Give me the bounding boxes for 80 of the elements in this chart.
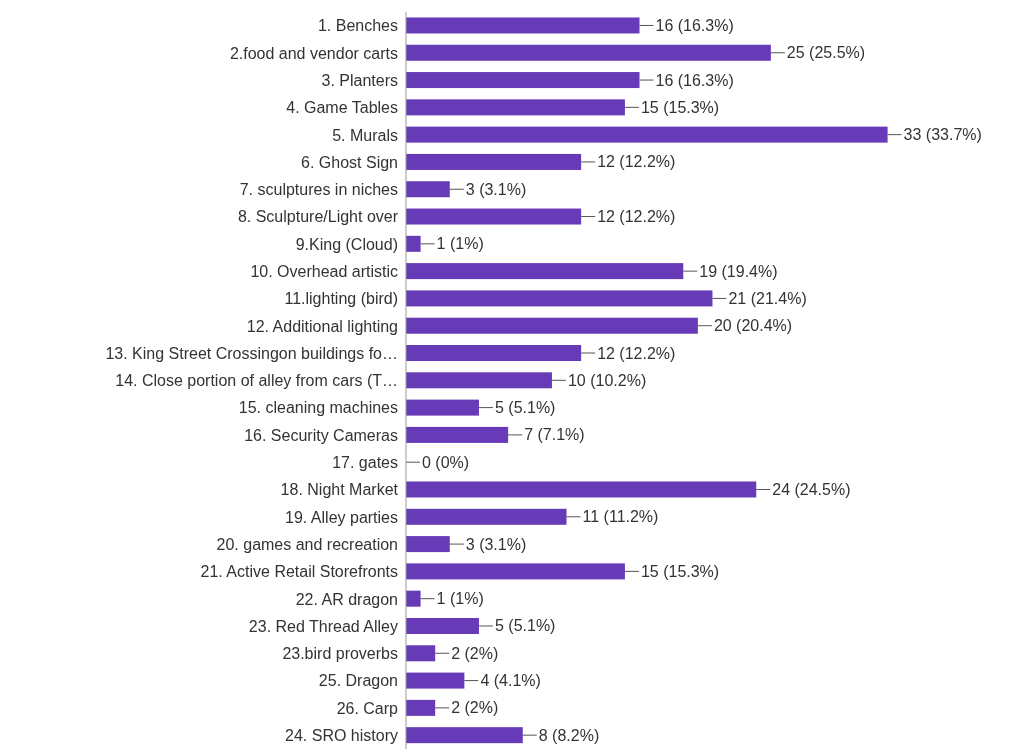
y-tick-label: 2.food and vendor carts	[229, 44, 398, 62]
bar	[406, 17, 640, 34]
y-tick-label: 18. Night Market	[280, 481, 399, 499]
bar	[406, 263, 684, 280]
y-tick-label: 3. Planters	[321, 71, 398, 89]
y-tick-label: 22. AR dragon	[295, 590, 398, 608]
bar	[406, 235, 421, 252]
bar	[406, 481, 757, 498]
bar	[406, 290, 713, 307]
y-tick-label: 16. Security Cameras	[244, 426, 398, 444]
bar	[406, 727, 523, 744]
y-tick-label: 26. Carp	[336, 699, 399, 717]
y-tick-label: 7. sculptures in niches	[239, 181, 398, 199]
bar	[406, 181, 450, 198]
y-tick-label: 9.King (Cloud)	[295, 235, 398, 253]
data-label: 12 (12.2%)	[597, 344, 676, 362]
y-tick-label: 23. Red Thread Alley	[248, 617, 398, 635]
data-label: 16 (16.3%)	[655, 16, 734, 34]
bar	[406, 208, 582, 225]
bar	[406, 426, 509, 443]
data-label: 5 (5.1%)	[494, 399, 556, 417]
data-label: 12 (12.2%)	[597, 153, 676, 171]
y-tick-label: 8. Sculpture/Light over	[237, 208, 399, 226]
bar	[406, 672, 465, 689]
bar	[406, 645, 436, 662]
data-label: 16 (16.3%)	[655, 71, 734, 89]
y-tick-label: 10. Overhead artistic	[250, 262, 398, 280]
y-tick-label: 13. King Street Crossingon buildings fo…	[105, 344, 398, 362]
data-label: 19 (19.4%)	[699, 262, 778, 280]
data-label: 0 (0%)	[422, 453, 470, 471]
bar	[406, 345, 582, 362]
data-label: 15 (15.3%)	[640, 98, 720, 116]
data-label: 12 (12.2%)	[597, 208, 676, 226]
bar	[406, 153, 582, 170]
y-tick-label: 21. Active Retail Storefronts	[200, 563, 398, 581]
bar	[406, 44, 771, 61]
data-label: 15 (15.3%)	[640, 562, 720, 580]
y-tick-label: 19. Alley parties	[285, 508, 398, 526]
bar	[406, 126, 888, 143]
y-tick-label: 23.bird proverbs	[282, 645, 398, 663]
data-label: 2 (2%)	[451, 699, 499, 717]
data-label: 21 (21.4%)	[728, 289, 807, 307]
bar	[406, 590, 421, 607]
y-tick-label: 25. Dragon	[318, 672, 398, 690]
y-tick-label: 14. Close portion of alley from cars (T…	[115, 372, 398, 390]
bar	[406, 536, 450, 553]
data-label: 24 (24.5%)	[772, 481, 851, 498]
y-tick-label: 15. cleaning machines	[238, 399, 398, 417]
data-label: 3 (3.1%)	[465, 535, 527, 553]
bar	[406, 399, 479, 416]
bar	[406, 72, 640, 89]
data-label: 33 (33.7%)	[903, 126, 982, 144]
bar	[406, 317, 698, 334]
data-label: 10 (10.2%)	[567, 371, 647, 389]
data-label: 11 (11.2%)	[582, 508, 659, 526]
data-label: 8 (8.2%)	[538, 726, 600, 744]
y-tick-label: 17. gates	[332, 454, 398, 472]
y-tick-label: 4. Game Tables	[286, 99, 398, 117]
y-tick-label: 20. games and recreation	[216, 535, 398, 553]
y-tick-label: 11.lighting (bird)	[284, 290, 398, 308]
data-label: 1 (1%)	[436, 235, 484, 253]
y-tick-label: 6. Ghost Sign	[301, 153, 398, 171]
data-label: 5 (5.1%)	[494, 617, 556, 635]
y-tick-label: 5. Murals	[332, 126, 398, 144]
data-label: 4 (4.1%)	[480, 672, 541, 690]
bar	[406, 99, 625, 116]
bar	[406, 563, 625, 580]
bar	[406, 372, 552, 389]
bar	[406, 617, 479, 634]
data-label: 2 (2%)	[451, 644, 499, 662]
data-label: 20 (20.4%)	[713, 317, 793, 335]
y-tick-label: 24. SRO history	[285, 727, 398, 745]
data-label: 3 (3.1%)	[465, 180, 527, 198]
y-tick-label: 1. Benches	[317, 17, 398, 35]
data-label: 1 (1%)	[436, 590, 484, 608]
bar	[406, 508, 567, 525]
data-label: 7 (7.1%)	[524, 426, 585, 444]
y-tick-label: 12. Additional lighting	[246, 317, 398, 335]
data-label: 25 (25.5%)	[786, 44, 866, 62]
bar	[406, 699, 436, 716]
